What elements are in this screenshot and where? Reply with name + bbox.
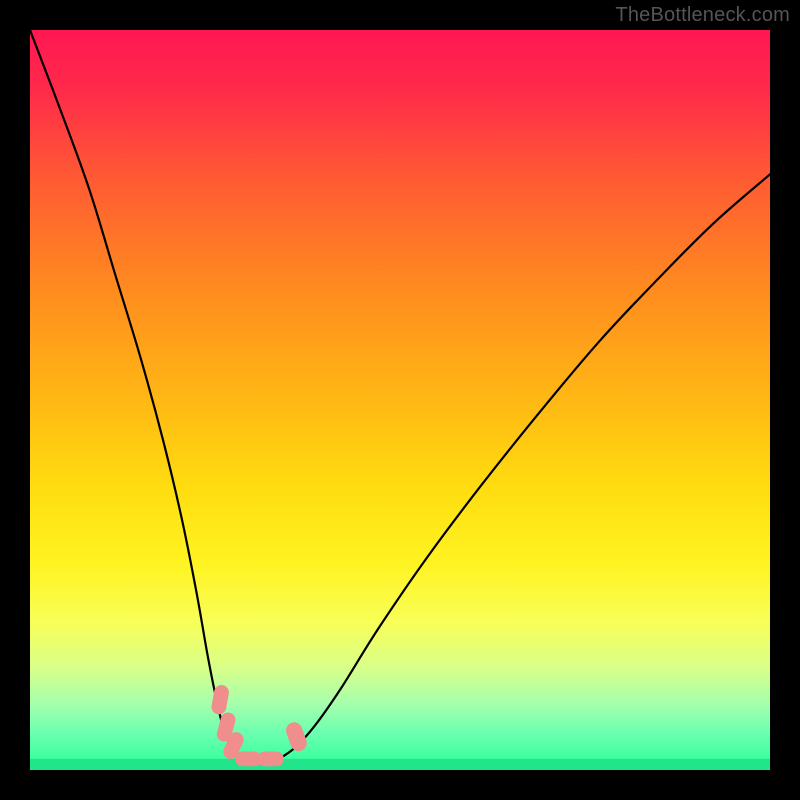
gradient-background: [30, 30, 770, 770]
marker: [257, 752, 284, 767]
plot-area: [30, 30, 770, 770]
watermark-text: TheBottleneck.com: [615, 4, 790, 27]
bottom-strip: [30, 759, 770, 770]
chart-container: { "watermark": { "text": "TheBottleneck.…: [0, 0, 800, 800]
chart-svg: [30, 30, 770, 770]
